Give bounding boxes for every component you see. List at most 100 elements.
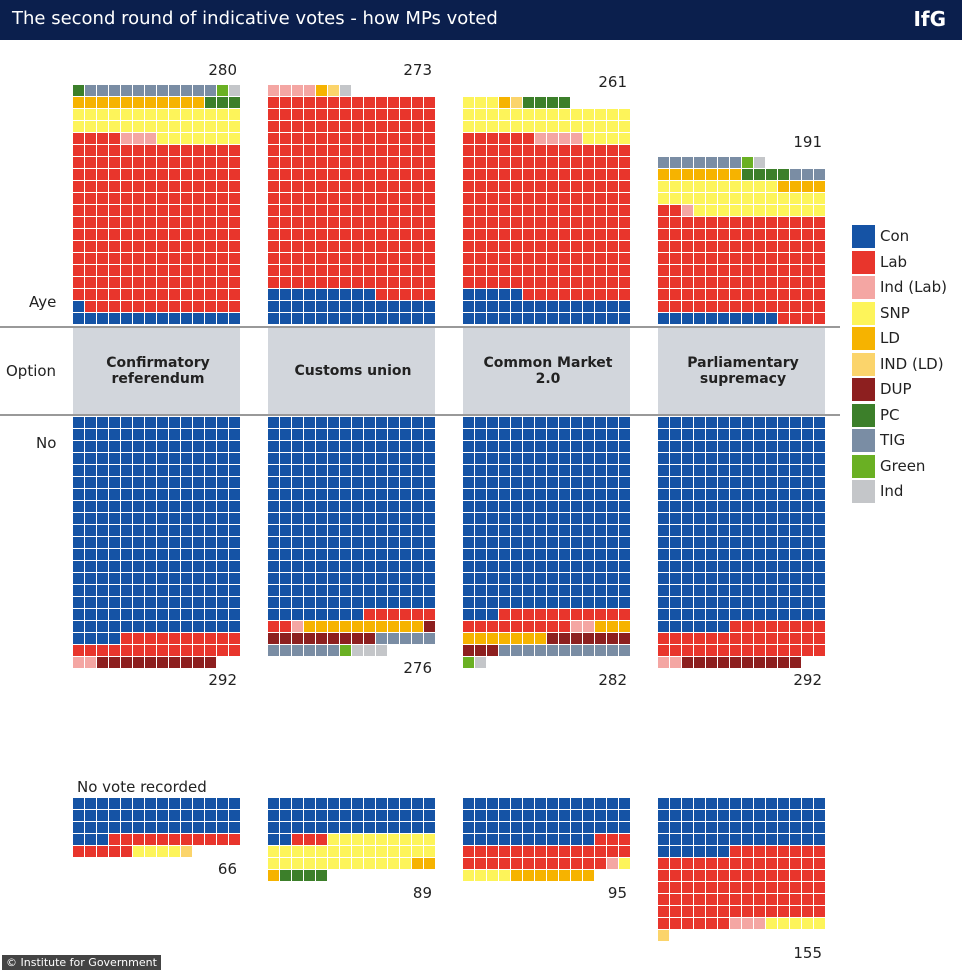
waffle-cell xyxy=(328,465,339,476)
waffle-cell xyxy=(547,109,558,120)
waffle-cell xyxy=(607,621,618,632)
waffle-cell xyxy=(169,313,180,324)
waffle-cell xyxy=(595,597,606,608)
waffle-cell xyxy=(778,429,789,440)
waffle-cell xyxy=(475,573,486,584)
waffle-cell xyxy=(571,441,582,452)
waffle-cell xyxy=(511,798,522,809)
waffle-cell xyxy=(133,453,144,464)
waffle-cell xyxy=(571,621,582,632)
waffle-cell xyxy=(316,858,327,869)
waffle-cell xyxy=(658,549,669,560)
waffle-cell xyxy=(85,657,96,668)
waffle-cell xyxy=(706,858,717,869)
waffle-cell xyxy=(340,313,351,324)
waffle-cell xyxy=(181,549,192,560)
waffle-cell xyxy=(802,429,813,440)
waffle-cell xyxy=(412,181,423,192)
waffle-cell xyxy=(583,870,594,881)
waffle-cell xyxy=(205,573,216,584)
waffle-cell xyxy=(694,525,705,536)
waffle-cell xyxy=(133,609,144,620)
waffle-cell xyxy=(718,181,729,192)
waffle-cell xyxy=(790,265,801,276)
waffle-cell xyxy=(145,609,156,620)
waffle-cell xyxy=(316,301,327,312)
legend-label: Con xyxy=(880,227,910,245)
waffle-cell xyxy=(280,846,291,857)
waffle-cell xyxy=(133,633,144,644)
waffle-cell xyxy=(133,241,144,252)
waffle-cell xyxy=(475,525,486,536)
waffle-cell xyxy=(85,846,96,857)
waffle-cell xyxy=(352,525,363,536)
waffle-cell xyxy=(169,633,180,644)
waffle-cell xyxy=(145,169,156,180)
waffle-cell xyxy=(364,133,375,144)
waffle-cell xyxy=(694,465,705,476)
waffle-cell xyxy=(619,417,630,428)
waffle-cell xyxy=(766,241,777,252)
waffle-cell xyxy=(388,313,399,324)
waffle-cell xyxy=(547,609,558,620)
waffle-cell xyxy=(571,121,582,132)
waffle-cell xyxy=(658,609,669,620)
waffle-cell xyxy=(109,810,120,821)
waffle-cell xyxy=(412,217,423,228)
waffle-cell xyxy=(802,477,813,488)
waffle-cell xyxy=(607,241,618,252)
legend-label: Ind xyxy=(880,482,904,500)
waffle-cell xyxy=(742,561,753,572)
waffle-cell xyxy=(754,241,765,252)
waffle-cell xyxy=(364,229,375,240)
waffle-cell xyxy=(193,645,204,656)
waffle-cell xyxy=(388,573,399,584)
waffle-cell xyxy=(463,585,474,596)
waffle-cell xyxy=(97,453,108,464)
waffle-cell xyxy=(511,597,522,608)
waffle-cell xyxy=(814,906,825,917)
waffle-cell xyxy=(193,121,204,132)
waffle-cell xyxy=(364,465,375,476)
waffle-cell xyxy=(280,121,291,132)
legend-label: Ind (Lab) xyxy=(880,278,947,296)
waffle-cell xyxy=(523,109,534,120)
waffle-cell xyxy=(778,798,789,809)
waffle-cell xyxy=(670,633,681,644)
waffle-cell xyxy=(364,277,375,288)
waffle-cell xyxy=(607,525,618,536)
waffle-cell xyxy=(97,193,108,204)
waffle-cell xyxy=(73,313,84,324)
waffle-cell xyxy=(352,834,363,845)
waffle-cell xyxy=(85,525,96,536)
waffle-cell xyxy=(352,145,363,156)
waffle-cell xyxy=(535,453,546,464)
waffle-cell xyxy=(169,181,180,192)
waffle-cell xyxy=(511,301,522,312)
waffle-cell xyxy=(292,121,303,132)
waffle-cell xyxy=(706,229,717,240)
waffle-cell xyxy=(121,585,132,596)
waffle-cell xyxy=(682,477,693,488)
waffle-cell xyxy=(718,205,729,216)
waffle-cell xyxy=(742,525,753,536)
waffle-cell xyxy=(157,501,168,512)
waffle-cell xyxy=(706,609,717,620)
waffle-cell xyxy=(595,477,606,488)
waffle-cell xyxy=(400,277,411,288)
waffle-cell xyxy=(607,609,618,620)
waffle-cell xyxy=(475,241,486,252)
waffle-cell xyxy=(571,810,582,821)
waffle-cell xyxy=(364,157,375,168)
waffle-cell xyxy=(523,429,534,440)
waffle-cell xyxy=(205,549,216,560)
waffle-cell xyxy=(790,277,801,288)
waffle-cell xyxy=(742,798,753,809)
waffle-cell xyxy=(280,229,291,240)
waffle-cell xyxy=(694,597,705,608)
waffle-cell xyxy=(217,573,228,584)
waffle-cell xyxy=(85,85,96,96)
waffle-cell xyxy=(268,645,279,656)
waffle-cell xyxy=(181,97,192,108)
waffle-cell xyxy=(766,313,777,324)
